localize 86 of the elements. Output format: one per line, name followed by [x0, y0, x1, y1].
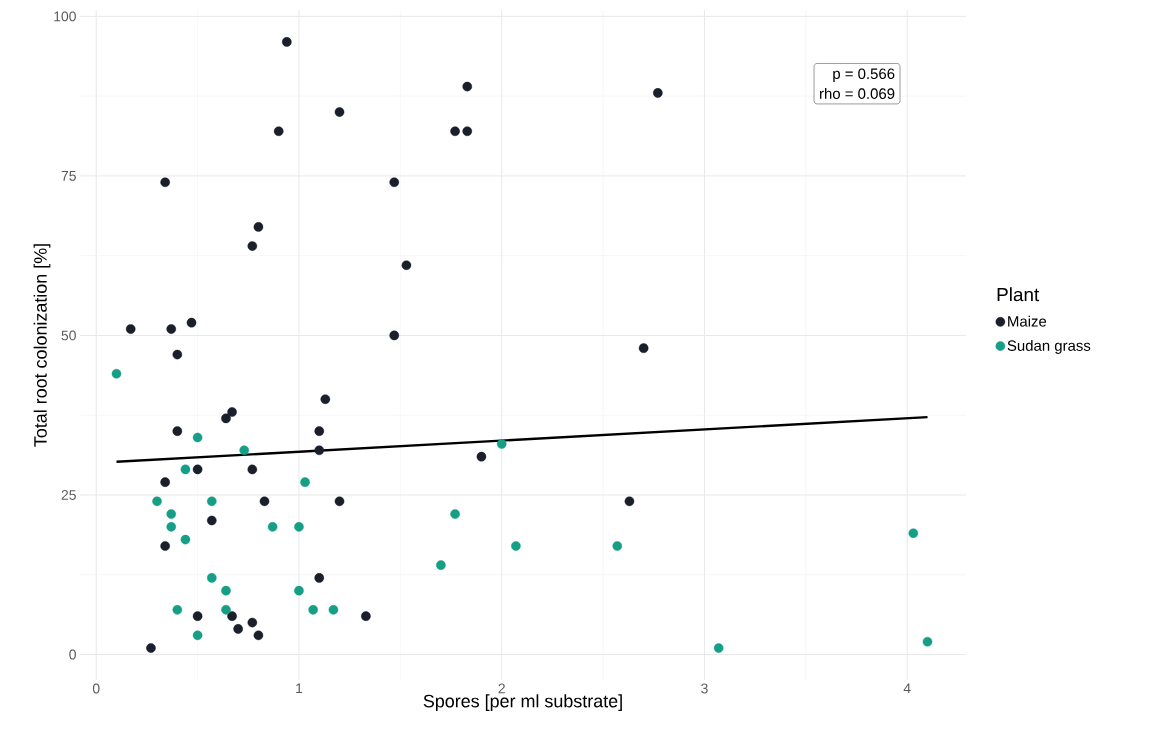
point — [462, 126, 473, 137]
point — [247, 241, 258, 251]
point — [160, 541, 170, 551]
point — [267, 522, 278, 532]
point — [462, 81, 473, 92]
point — [273, 126, 284, 137]
point — [389, 330, 400, 341]
point — [308, 605, 318, 615]
point — [125, 324, 136, 334]
point — [192, 611, 203, 621]
legend-title: Plant — [997, 287, 1040, 302]
point — [146, 643, 156, 653]
point — [259, 496, 270, 507]
point — [192, 464, 203, 475]
x-tick-label: 3 — [701, 683, 708, 694]
point — [152, 496, 162, 507]
legend-label: Maize — [1008, 315, 1047, 327]
point — [450, 509, 460, 519]
point — [496, 439, 507, 449]
point — [401, 260, 412, 271]
point — [314, 445, 325, 456]
point — [221, 605, 231, 615]
point — [221, 413, 231, 424]
point — [166, 509, 177, 519]
point — [638, 343, 649, 353]
point — [908, 528, 919, 539]
point — [247, 464, 258, 475]
y-tick-label: 0 — [69, 649, 76, 660]
x-tick-label: 0 — [92, 683, 100, 694]
point — [227, 611, 237, 621]
x-tick-label: 4 — [903, 683, 911, 694]
point — [207, 515, 217, 526]
point — [239, 445, 250, 456]
point — [476, 451, 487, 462]
x-tick-label: 2 — [498, 683, 505, 694]
point — [314, 426, 325, 436]
point — [247, 617, 258, 628]
y-tick-label: 25 — [61, 490, 76, 500]
point — [192, 630, 203, 641]
point — [294, 585, 304, 596]
point — [436, 560, 446, 570]
point — [192, 432, 203, 443]
point — [713, 643, 724, 653]
point — [653, 88, 663, 98]
point — [160, 177, 170, 188]
x-axis-title: Spores [per ml substrate] — [423, 694, 622, 711]
point — [253, 222, 264, 232]
legend-label: Sudan grass — [1007, 339, 1091, 354]
point — [253, 630, 264, 641]
point — [314, 573, 325, 583]
point — [207, 496, 217, 507]
point — [389, 177, 400, 188]
y-tick-label: 75 — [61, 171, 76, 181]
point — [160, 477, 170, 487]
y-axis-title: Total root colonization [%] — [33, 244, 51, 447]
point — [922, 636, 933, 647]
point — [172, 426, 183, 436]
point — [111, 368, 122, 379]
point — [186, 317, 197, 328]
point — [334, 107, 345, 117]
point — [172, 605, 183, 615]
point — [180, 464, 191, 475]
point — [166, 324, 177, 334]
point — [282, 37, 292, 47]
point — [328, 605, 339, 615]
point — [294, 522, 304, 532]
annotation: rho = 0.069 — [820, 87, 895, 99]
point — [166, 522, 177, 532]
point — [227, 407, 237, 417]
point — [180, 534, 191, 545]
point — [172, 349, 183, 360]
y-tick-label: 100 — [54, 11, 76, 22]
point — [334, 496, 345, 507]
point — [612, 541, 623, 551]
annotation: p = 0.566 — [833, 68, 895, 82]
point — [450, 126, 460, 137]
point — [320, 394, 331, 405]
y-tick-label: 50 — [61, 330, 76, 341]
point — [511, 541, 521, 551]
point — [221, 585, 231, 596]
x-tick-label: 1 — [296, 683, 303, 694]
point — [233, 624, 243, 634]
point — [300, 477, 310, 487]
point — [624, 496, 635, 507]
point — [361, 611, 371, 621]
point — [207, 573, 217, 583]
